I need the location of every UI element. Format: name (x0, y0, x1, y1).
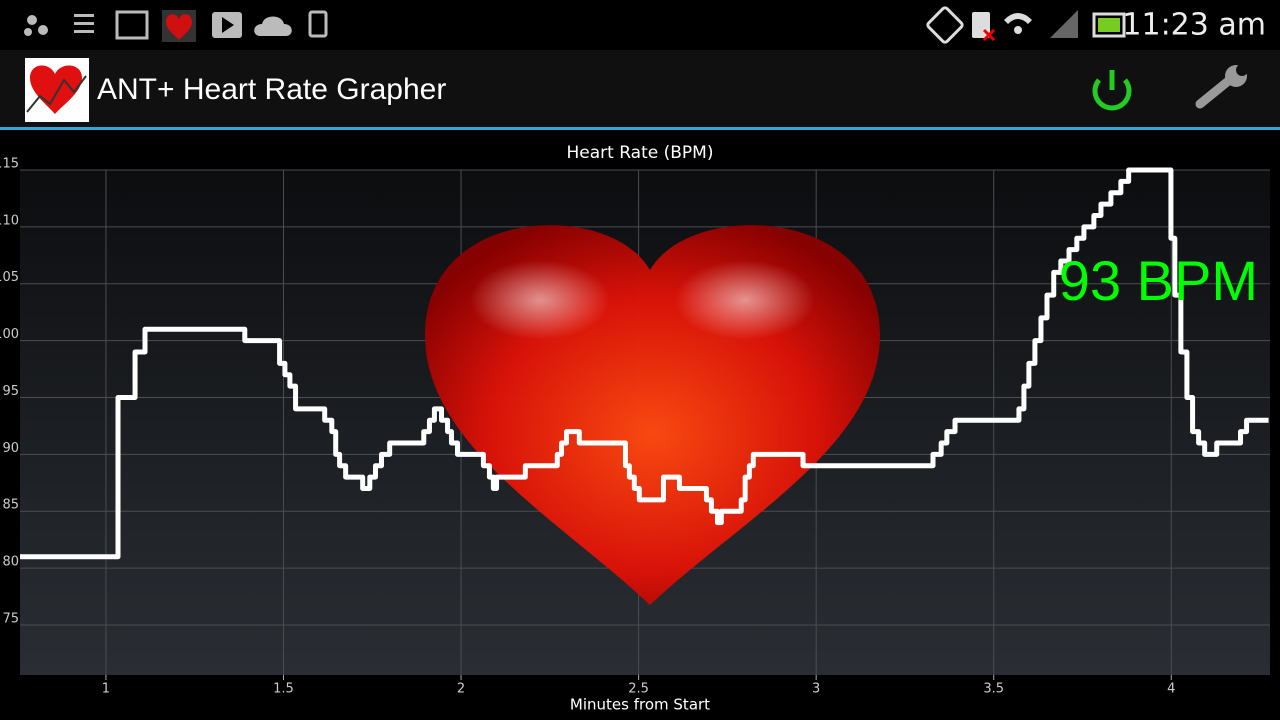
x-tick-label: 3 (812, 682, 820, 697)
plot (20, 167, 1269, 560)
action-bar-divider (0, 127, 1280, 130)
x-tick-label: 1.5 (273, 682, 294, 697)
x-axis-label: Minutes from Start (570, 696, 710, 714)
y-tick-label: 115 (0, 157, 19, 172)
y-tick-label: 75 (2, 611, 19, 626)
current-bpm: 93 BPM (1059, 249, 1258, 312)
y-tick-label: 105 (0, 270, 19, 285)
heart-rate-line (20, 167, 1269, 560)
app-title: ANT+ Heart Rate Grapher (97, 73, 446, 106)
y-tick-label: 95 (2, 384, 19, 399)
chart-title: Heart Rate (BPM) (567, 143, 714, 163)
app-icon (25, 58, 89, 122)
notification-icons (24, 10, 328, 42)
y-tick-label: 100 (0, 327, 19, 342)
power-button[interactable] (1092, 70, 1132, 111)
action-bar (0, 50, 1280, 127)
system-icons (926, 6, 1126, 44)
x-tick-label: 2.5 (628, 682, 649, 697)
y-tick-label: 110 (0, 213, 19, 228)
x-tick-label: 4 (1167, 682, 1175, 697)
y-tick-label: 85 (2, 498, 19, 513)
x-tick-label: 2 (457, 682, 465, 697)
settings-button[interactable] (1195, 64, 1248, 109)
heart-image (425, 225, 880, 605)
x-tick-label: 1 (102, 682, 110, 697)
y-tick-label: 80 (2, 555, 19, 570)
y-tick-label: 90 (2, 441, 19, 456)
x-tick-label: 3.5 (983, 682, 1004, 697)
clock: 11:23 am (1122, 8, 1266, 43)
